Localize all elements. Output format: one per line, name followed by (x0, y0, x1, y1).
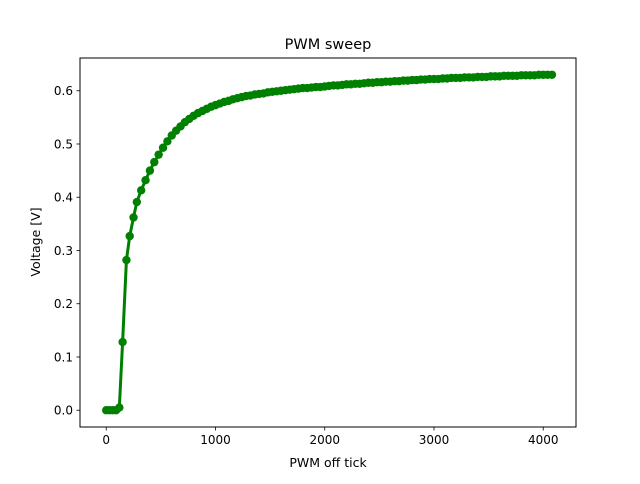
x-axis-label: PWM off tick (289, 455, 367, 470)
data-point (118, 337, 127, 347)
data-point (141, 176, 150, 185)
y-tick-label: 0.5 (54, 137, 73, 151)
data-point (136, 186, 146, 195)
x-tick-label: 0 (102, 433, 110, 447)
data-point (122, 255, 131, 265)
x-axis-ticks: 0 1000 2000 3000 4000 (102, 427, 558, 447)
data-point (125, 231, 134, 241)
x-tick-label: 2000 (309, 433, 340, 447)
data-point (145, 166, 155, 175)
data-point (150, 157, 159, 167)
chart-title: PWM sweep (285, 37, 372, 53)
y-tick-label: 0.0 (54, 404, 73, 418)
y-tick-label: 0.6 (54, 84, 73, 98)
x-tick-label: 3000 (419, 433, 450, 447)
y-tick-label: 0.1 (54, 350, 73, 364)
data-point (154, 150, 163, 159)
plot-frame (79, 57, 577, 428)
data-point (547, 70, 557, 79)
y-tick-label: 0.4 (54, 191, 73, 205)
y-tick-label: 0.3 (54, 244, 73, 258)
data-point (132, 197, 142, 207)
y-axis-ticks: 0.0 0.1 0.2 0.3 0.4 0.5 0.6 (54, 84, 80, 418)
data-point (158, 143, 168, 152)
x-tick-label: 1000 (200, 433, 231, 447)
y-tick-label: 0.2 (54, 297, 73, 311)
data-point (163, 137, 172, 146)
data-point (115, 403, 124, 412)
x-tick-label: 4000 (528, 433, 559, 447)
y-axis-label: Voltage [V] (28, 207, 43, 276)
series-layer (102, 70, 557, 415)
data-point (129, 213, 138, 222)
